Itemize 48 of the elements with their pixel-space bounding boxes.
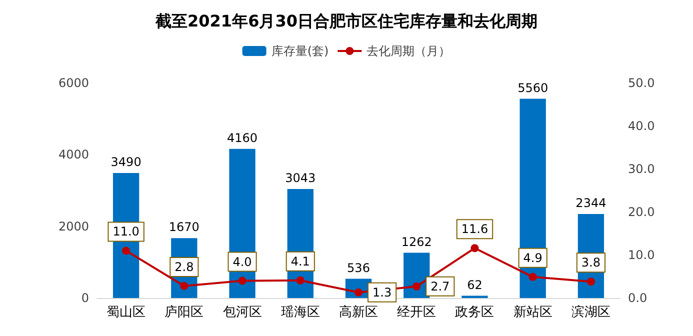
- point: [470, 244, 479, 252]
- x-tick-label: 滨湖区: [571, 304, 610, 320]
- x-tick-label: 新站区: [513, 305, 552, 320]
- x-tick-label: 蜀山区: [106, 305, 146, 320]
- y2-tick-label: 10.0: [628, 248, 655, 262]
- data-label: 11.6: [461, 222, 488, 236]
- x-tick-label: 瑶海区: [280, 305, 320, 320]
- data-label: 62: [467, 278, 482, 292]
- data-label: 4.1: [290, 254, 310, 268]
- data-label: 11.0: [112, 224, 140, 239]
- y-tick-label: 2000: [58, 219, 89, 234]
- y2-tick-label: 50.0: [628, 76, 655, 90]
- y-tick-label: 0: [81, 291, 89, 305]
- data-label: 2.8: [174, 260, 194, 274]
- data-label: 3043: [285, 170, 316, 185]
- data-label: 2344: [576, 196, 606, 210]
- data-label: 2.7: [430, 279, 450, 294]
- data-label: 536: [347, 260, 370, 275]
- data-label: 4160: [227, 130, 258, 145]
- y2-tick-label: 0.0: [628, 291, 648, 305]
- data-label: 1.3: [372, 285, 392, 300]
- point: [412, 282, 421, 290]
- y-tick-label: 4000: [58, 148, 89, 162]
- chart-title: 截至2021年6月30日合肥市区住宅库存量和去化周期: [154, 12, 538, 30]
- point: [528, 272, 537, 281]
- y2-tick-label: 40.0: [628, 119, 655, 133]
- point: [180, 282, 188, 290]
- point: [296, 276, 304, 284]
- legend-label: 去化周期（月）: [366, 44, 451, 58]
- point: [238, 276, 246, 285]
- data-label: 3490: [110, 154, 142, 169]
- data-label: 4.0: [232, 254, 252, 269]
- x-tick-label: 庐阳区: [164, 304, 204, 320]
- x-tick-label: 政务区: [455, 305, 494, 320]
- point: [122, 246, 130, 255]
- y-tick-label: 6000: [58, 76, 89, 90]
- point: [586, 278, 595, 286]
- data-label: 5560: [518, 80, 548, 95]
- data-label: 1670: [168, 220, 200, 234]
- data-label: 4.9: [523, 250, 542, 265]
- x-tick-label: 高新区: [339, 304, 378, 320]
- y2-tick-label: 30.0: [628, 162, 655, 176]
- data-label: 3.8: [581, 256, 600, 270]
- y2-tick-label: 20.0: [628, 205, 655, 219]
- x-tick-label: 包河区: [222, 305, 262, 320]
- legend-label: 库存量(套): [271, 44, 329, 58]
- data-label: 1262: [401, 234, 432, 249]
- x-tick-label: 经开区: [397, 305, 436, 320]
